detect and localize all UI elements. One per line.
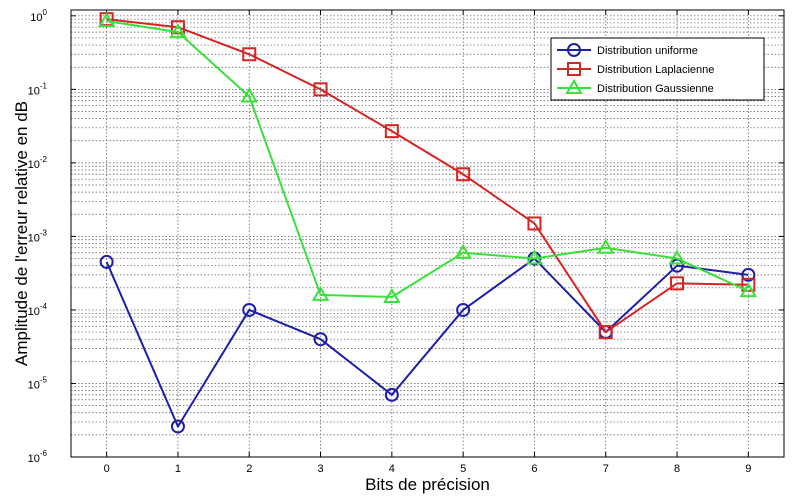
legend-marker <box>565 79 583 94</box>
series-2 <box>97 12 758 303</box>
data-point <box>242 47 257 62</box>
data-point <box>311 285 330 301</box>
legend: Distribution uniforme Distribution Laplac… <box>550 37 765 101</box>
data-point <box>454 243 472 259</box>
y-tick-label: 10-3 <box>28 228 48 244</box>
data-point <box>384 387 399 402</box>
legend-entry: Distribution uniforme <box>597 45 698 57</box>
data-point <box>99 254 114 269</box>
y-tick-label: 10-4 <box>28 302 48 318</box>
x-tick-label: 4 <box>389 463 395 475</box>
data-point <box>597 238 615 254</box>
legend-marker <box>567 62 581 76</box>
x-tick-label: 1 <box>175 463 181 475</box>
data-point <box>598 325 613 340</box>
plot-frame <box>70 9 785 458</box>
data-point <box>456 302 471 317</box>
data-point <box>170 419 185 434</box>
data-point <box>670 276 685 291</box>
data-point <box>456 167 471 182</box>
legend-marker <box>567 43 581 57</box>
data-point <box>313 332 328 347</box>
series-line <box>106 20 749 298</box>
x-tick-label: 9 <box>745 463 751 475</box>
x-tick-label: 2 <box>246 463 252 475</box>
data-point <box>384 124 399 139</box>
y-tick-label: 10-1 <box>28 81 48 97</box>
data-point <box>527 216 542 231</box>
y-axis-label: Amplitude de l'erreur relative en dB <box>12 101 31 366</box>
y-tick-label: 10-2 <box>28 155 48 171</box>
x-tick-label: 6 <box>531 463 537 475</box>
series-line <box>105 257 749 428</box>
x-tick-label: 0 <box>104 463 110 475</box>
data-point <box>242 302 257 317</box>
legend-entry: Distribution Laplacienne <box>597 64 714 76</box>
x-tick-label: 3 <box>317 463 323 475</box>
x-axis-label: Bits de précision <box>365 475 490 494</box>
y-tick-label: 10-5 <box>28 375 48 391</box>
data-point <box>525 249 544 265</box>
data-point <box>169 23 187 39</box>
data-point <box>313 82 328 97</box>
data-point <box>97 12 116 28</box>
series <box>97 12 758 434</box>
series-line <box>106 18 749 334</box>
legend-entry: Distribution Gaussienne <box>597 83 714 95</box>
data-point <box>240 87 258 103</box>
x-tick-label: 8 <box>674 463 680 475</box>
y-tick-label: 10-6 <box>28 449 48 465</box>
data-point <box>670 258 685 273</box>
data-point <box>383 288 401 303</box>
series-1 <box>99 12 756 340</box>
data-point <box>668 249 686 265</box>
x-tick-label: 5 <box>460 463 466 475</box>
x-tick-label: 7 <box>603 463 609 475</box>
y-tick-label: 100 <box>30 8 47 24</box>
data-point <box>741 267 756 282</box>
data-point <box>739 282 758 298</box>
